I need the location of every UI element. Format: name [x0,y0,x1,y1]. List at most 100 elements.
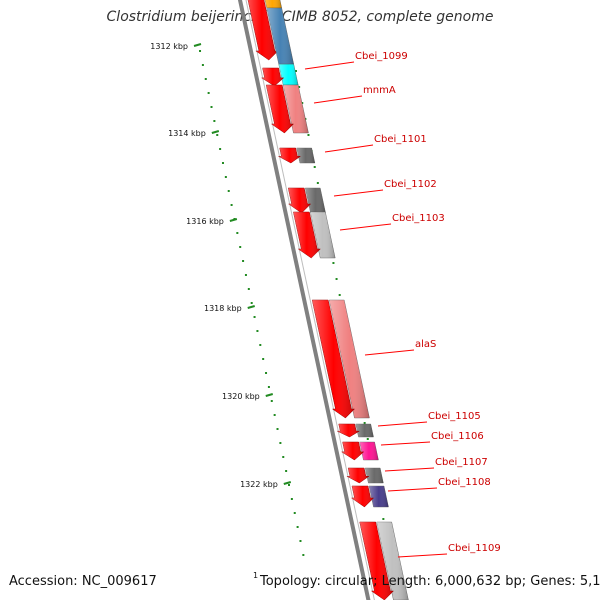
outer-track-dot [307,134,310,136]
label-leader-line [333,189,384,197]
cds-arrow-shading [293,212,321,258]
cds-arrow-shading [278,148,301,163]
label-leader-line [384,467,435,472]
backbone-inner-line [245,0,375,600]
ruler-dot [213,120,216,122]
ruler-dot [242,260,245,262]
ruler-tick-label: 1314 kbp [168,129,206,138]
gene-bar-shading [355,424,374,437]
ruler-dot [236,232,239,234]
gene-label: alaS [415,339,436,350]
ruler-ticks: 1312 kbp 1314 kbp 1316 kbp 1318 kbp 1320 kbp… [150,42,292,580]
ruler-tick-label: 1312 kbp [150,42,188,51]
outer-track-dot [298,86,301,88]
outer-track-dot [382,518,385,520]
cds-arrow-shading [337,424,360,437]
outer-track-dot [338,294,341,296]
ruler-dot [285,470,288,472]
ruler-dot [262,358,265,360]
ruler-dot [204,78,207,80]
label-leader-line [313,95,363,104]
gene-label: Cbei_1109 [448,543,501,554]
ruler-dot [273,414,276,416]
label-leader-line [387,487,438,492]
backbone-line [237,0,371,600]
genome-summary-text: Topology: circular; Length: 6,000,632 bp… [260,574,600,589]
ruler-dot [216,134,219,136]
gene-label: Cbei_1102 [384,179,437,190]
ruler-dot [296,526,299,528]
outer-track-dot [316,182,319,184]
ruler-dot [267,386,270,388]
ruler-tick-mark [283,481,292,485]
ruler-dot [282,456,285,458]
ruler-dot [227,190,230,192]
gene-label: mnmA [363,85,396,96]
ruler-dot [279,442,282,444]
partial-gene-bar-cyan-shading [278,64,299,85]
label-leader-line [364,349,415,356]
gene-label: Cbei_1107 [435,457,488,468]
ruler-dot [299,540,302,542]
ruler-dot [244,274,247,276]
gene-label: Cbei_1101 [374,134,427,145]
ruler-dot [250,302,253,304]
ruler-tick-label: 1322 kbp [240,480,278,489]
ruler-tick-mark [211,130,220,134]
ruler-origin-label: 1 [253,571,258,580]
ruler-tick-mark [229,218,238,222]
outer-track-dot [332,262,335,264]
cds-arrow-shading [261,68,284,86]
label-leader-line [324,144,374,153]
ruler-dot [290,498,293,500]
outer-track-dot [313,166,316,168]
ruler-dot [219,148,222,150]
outer-track-dot [295,70,297,72]
cds-arrow-shading [312,300,355,418]
ruler-dot [239,246,242,248]
cds-arrow-shading [351,486,374,507]
ruler-dot [247,288,250,290]
label-leader-line [377,421,428,427]
ruler-dot [207,92,210,94]
outer-track-dot [335,278,338,280]
cds-arrow-shading [346,468,369,483]
gene-bar-shading [310,212,336,258]
ruler-tick-label: 1316 kbp [186,217,224,226]
label-leader-line [304,61,355,70]
gene-bar-shading [365,468,384,483]
cds-arrow-shading [288,188,311,213]
gene-bar-shading [305,188,326,213]
ruler-dot [224,176,227,178]
label-leader-line [380,441,431,446]
gene-bar-shading [283,85,309,133]
ruler-tick-label: 1318 kbp [204,304,242,313]
ruler-dot [256,330,259,332]
gene-bar-shading [369,486,389,507]
ruler-dot [230,204,233,206]
gene-bar-shading [359,442,379,460]
outer-track-dot [366,438,369,440]
feature-tracks [247,0,409,600]
ruler-dot [259,344,262,346]
gene-label: Cbei_1099 [355,51,408,62]
map-title: Clostridium beijerinckii NCIMB 8052, com… [106,9,494,25]
ruler-dot [265,372,268,374]
ruler-dot [287,484,290,486]
ruler-dot [210,106,213,108]
partial-gene-bar-top-shading [265,0,282,8]
gene-label: Cbei_1105 [428,411,481,422]
ruler-tick-mark [265,393,274,397]
outer-track-dot [363,422,366,424]
ruler-tick-mark [193,43,202,47]
gene-bar-shading [266,8,294,64]
gene-labels: Cbei_1099 mnmA Cbei_1101 Cbei_1102 Cbei_1103… [304,51,501,558]
ruler-dot [221,162,224,164]
ruler-dot [302,554,305,556]
ruler-dot [253,316,256,318]
label-leader-line [397,553,448,558]
ruler-dot [199,50,202,52]
gene-label: Cbei_1103 [392,213,445,224]
ruler-dot [201,64,204,66]
